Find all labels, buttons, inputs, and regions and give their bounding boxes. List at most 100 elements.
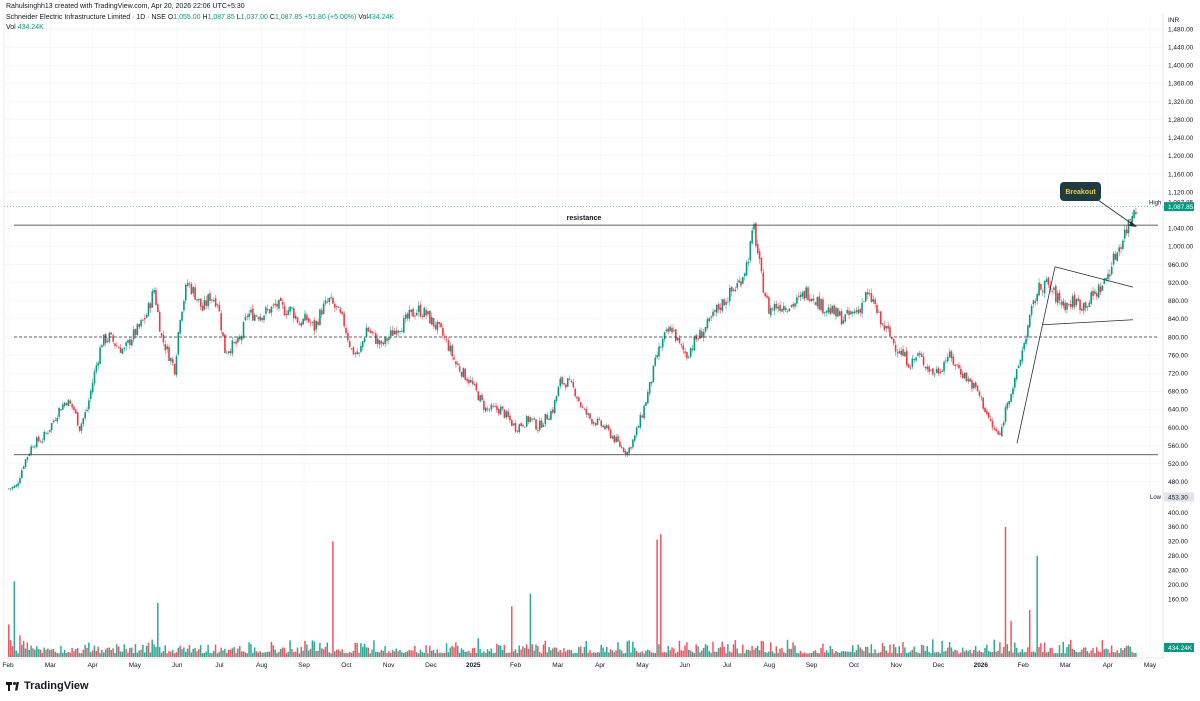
volume-bar (566, 649, 569, 657)
candle-body (825, 310, 828, 313)
candle-body (695, 335, 698, 340)
volume-tick-label: 240.00 (1168, 568, 1188, 575)
candle-body (853, 311, 856, 314)
volume-bar (922, 645, 925, 657)
candle-body (626, 452, 629, 456)
volume-bar (196, 651, 198, 657)
candle-body (844, 314, 847, 322)
candle-body (717, 304, 720, 310)
candlesticks (8, 207, 1137, 491)
volume-bar (481, 652, 483, 657)
candle-body (354, 353, 357, 354)
candle-body (1068, 303, 1070, 305)
volume-bar (175, 652, 178, 657)
candle-body (907, 364, 910, 368)
volume-bar (648, 650, 651, 657)
volume-bar (728, 651, 731, 657)
volume-bar (527, 648, 530, 657)
volume-bar (881, 642, 884, 657)
candle-body (322, 303, 325, 314)
month-label: Nov (890, 662, 902, 669)
candle-body (352, 347, 355, 355)
candle-body (456, 363, 459, 366)
candle-body (861, 302, 863, 314)
candle-body (73, 406, 75, 410)
volume-bar (427, 653, 429, 657)
candle-body (989, 418, 992, 421)
volume-bar (501, 650, 504, 657)
volume-bar (229, 649, 232, 657)
volume-bar (477, 638, 479, 657)
candle-body (402, 318, 405, 333)
candle-body (609, 429, 612, 438)
volume-legend: Vol 434.24K (6, 24, 44, 31)
volume-bar (220, 647, 222, 657)
candle-body (892, 339, 895, 344)
candle-body (745, 262, 748, 276)
volume-bar (872, 653, 874, 657)
volume-bar (857, 644, 860, 657)
volume-bar (78, 653, 81, 657)
volume-bar (779, 648, 781, 657)
month-label: Apr (1103, 662, 1114, 669)
candle-body (88, 400, 90, 410)
candle-body (473, 384, 476, 385)
volume-bar (576, 653, 578, 657)
volume-bar (1131, 651, 1133, 657)
candle-body (430, 316, 433, 325)
volume-bar (309, 648, 312, 657)
candle-body (971, 380, 973, 389)
candle-body (8, 488, 10, 490)
candle-body (542, 424, 545, 427)
candle-body (788, 308, 791, 312)
candle-body (756, 244, 759, 254)
candle-body (328, 297, 331, 302)
volume-bar (361, 646, 364, 657)
volume-bar (647, 649, 649, 657)
candle-body (738, 280, 740, 283)
volume-bar (617, 642, 619, 657)
volume-bar (294, 651, 297, 657)
candle-body (125, 342, 127, 347)
volume-bar (412, 650, 414, 657)
volume-bar (470, 652, 472, 657)
candle-body (933, 374, 936, 376)
candle-body (889, 327, 891, 336)
volume-bar (328, 652, 330, 657)
volume-bar (1053, 653, 1055, 657)
candle-body (728, 287, 731, 302)
candle-body (343, 313, 345, 327)
volume-bar (784, 653, 787, 657)
volume-bar (293, 652, 295, 657)
candle-body (60, 409, 62, 411)
candle-body (229, 351, 232, 353)
volume-bar (371, 649, 373, 657)
candle-body (235, 341, 237, 344)
volume-bar (863, 651, 865, 657)
volume-bar (132, 652, 135, 657)
candle-body (976, 385, 979, 391)
candle-body (630, 447, 632, 449)
month-label: Mar (552, 662, 564, 669)
candle-body (958, 364, 960, 369)
volume-bar (47, 648, 49, 657)
volume-bar (674, 653, 677, 657)
price-tick-label: 1,160.00 (1168, 171, 1194, 178)
candle-body (432, 318, 435, 327)
candle-body (488, 409, 491, 411)
candle-body (177, 332, 180, 355)
candle-body (1135, 212, 1137, 215)
candle-body (647, 392, 649, 404)
volume-tick-label: 400.00 (1168, 510, 1188, 517)
candle-body (960, 368, 962, 375)
candle-body (406, 313, 409, 319)
candle-body (611, 436, 614, 439)
volume-bar (963, 651, 966, 657)
price-tick-label: 480.00 (1168, 479, 1188, 486)
volume-bar (960, 652, 962, 657)
price-tick-label: 1,360.00 (1168, 81, 1194, 88)
candle-body (252, 308, 254, 321)
candle-body (850, 311, 852, 315)
candle-body (1110, 266, 1113, 275)
